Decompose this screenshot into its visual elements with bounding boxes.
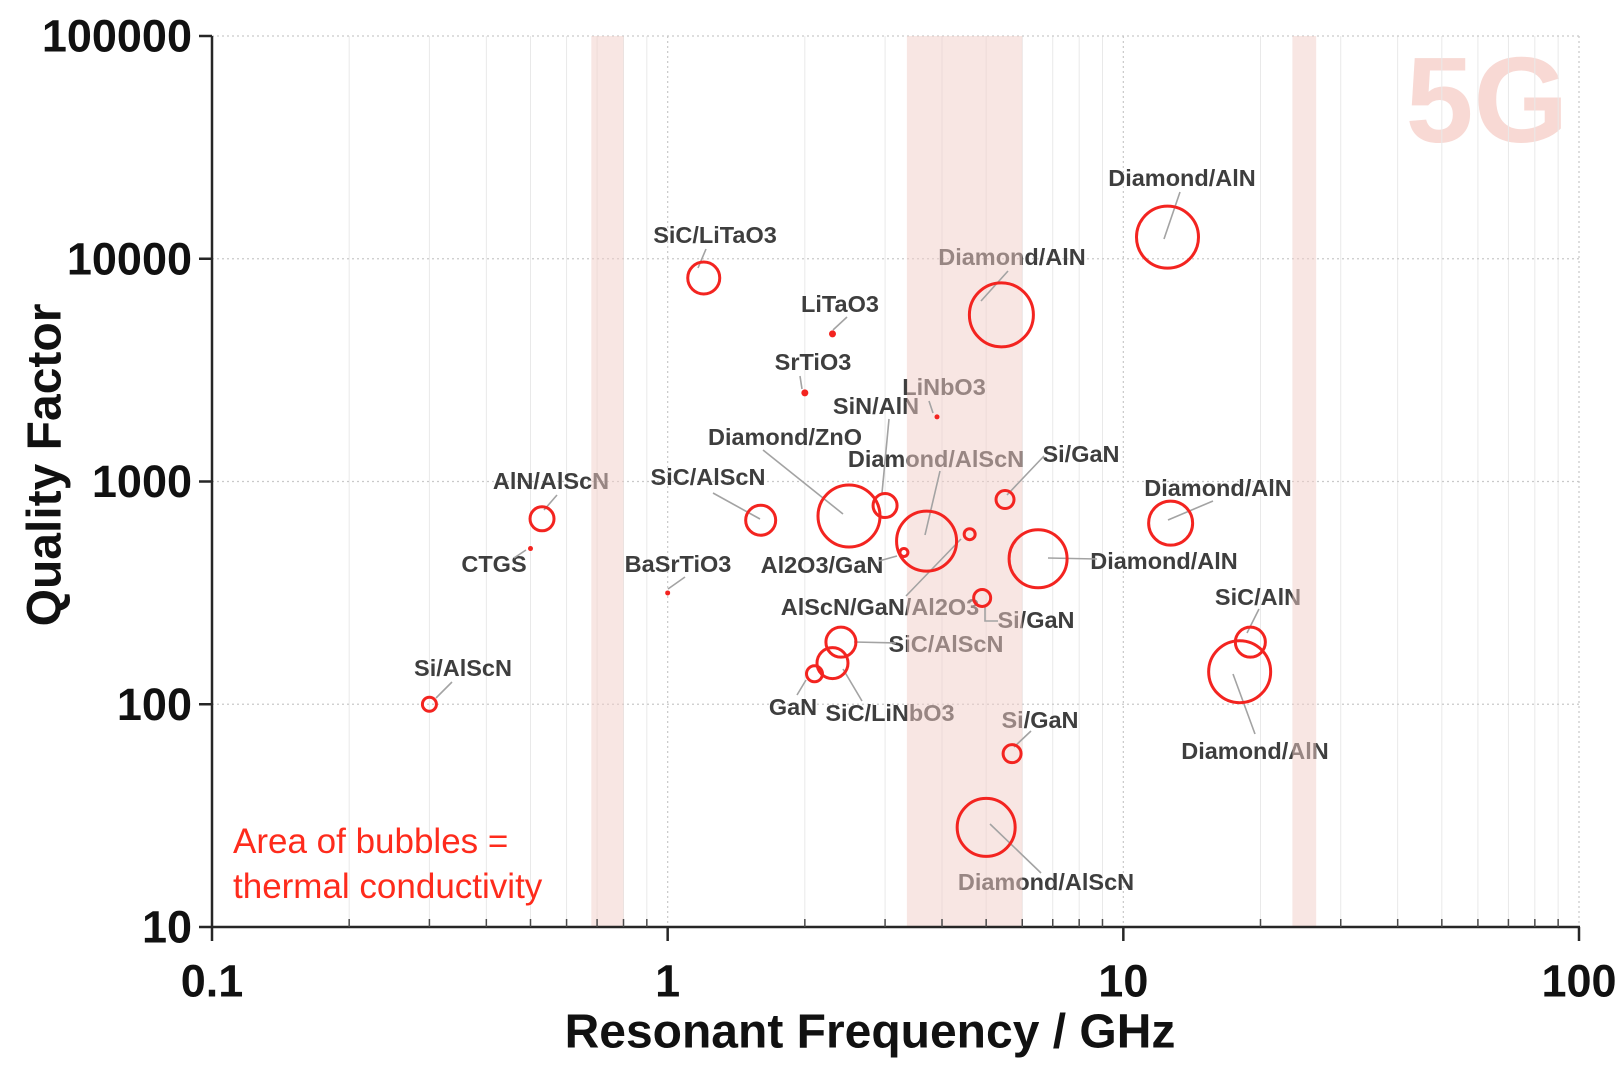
x-tick-label: 10	[1098, 956, 1148, 1007]
bubble-label: Diamond/ZnO	[708, 424, 862, 450]
bands-5g	[591, 36, 1317, 927]
bubble-si-gan	[1001, 743, 1023, 765]
leader-line	[905, 538, 962, 597]
5g-band-sub1ghz	[591, 36, 624, 927]
bubble-label: GaN	[769, 694, 817, 720]
leader-lines	[435, 191, 1260, 874]
leader-line	[1006, 455, 1045, 496]
y-tick-label: 1000	[92, 456, 192, 507]
leader-line	[1246, 608, 1260, 634]
bubble-gan	[804, 664, 824, 684]
bubble-litao3	[828, 330, 836, 338]
bubble-label: Diamond/AlN	[1144, 475, 1292, 501]
bubble-label: Si/GaN	[1042, 441, 1119, 467]
bubble-si-gan	[994, 489, 1016, 511]
grid-major	[212, 35, 1580, 927]
bubble-label: SiC/AlScN	[651, 464, 766, 490]
x-tick-label: 1	[655, 956, 680, 1007]
x-tick-label: 100	[1541, 956, 1616, 1007]
bubble-sic-alscn	[744, 503, 778, 537]
bubble-si-alscn	[420, 695, 438, 713]
leader-line	[435, 681, 453, 699]
5g-band-mmwave	[1292, 36, 1317, 927]
bubble-label: Al2O3/GaN	[761, 552, 884, 578]
bubble-diamond-aln	[1007, 528, 1069, 590]
bubble-diamond-aln	[1147, 499, 1195, 547]
bubble-label: CTGS	[461, 551, 526, 577]
bubbles	[420, 204, 1273, 858]
axes	[199, 34, 1581, 941]
leader-line	[762, 449, 844, 515]
leader-line	[667, 576, 686, 590]
leader-line	[984, 606, 998, 622]
y-tick-label: 100000	[42, 11, 192, 62]
leader-line	[842, 668, 863, 702]
leader-line	[832, 316, 848, 331]
leader-line	[1047, 557, 1098, 560]
bubble-diamond-aln	[1134, 204, 1200, 270]
bubble-sic-litao3	[686, 260, 722, 296]
5g-band-sub6ghz	[906, 36, 1023, 927]
bubble-alscn-gan-al2o3	[962, 527, 977, 542]
bubble-diamond-alscn	[955, 796, 1017, 858]
bubble-sin-aln	[871, 492, 899, 520]
bubble-sic-linbo3	[815, 646, 850, 681]
bubble-ctgs	[527, 546, 533, 552]
leader-line	[697, 248, 707, 269]
y-tick-label: 10	[142, 902, 192, 953]
leader-line	[1167, 500, 1214, 521]
leader-line	[928, 400, 934, 414]
y-axis-title: Quality Factor	[19, 304, 72, 627]
bubble-label: SiN/AlN	[833, 393, 919, 419]
bubble-label: LiTaO3	[801, 291, 879, 317]
bubble-label: Diamond/AlN	[1108, 165, 1256, 191]
leader-line	[980, 270, 1009, 302]
x-tick-label: 0.1	[181, 956, 244, 1007]
bubble-srtio3	[801, 389, 809, 397]
watermark-5g: 5G	[1406, 32, 1569, 168]
bubble-basrtio3	[665, 590, 671, 596]
bubble-diamond-aln	[967, 281, 1035, 349]
leader-line	[796, 679, 807, 696]
tick-labels: 10 100 1000 10000 100000 0.1 1 10 100	[42, 11, 1617, 1007]
bubble-label: SrTiO3	[775, 349, 852, 375]
bubble-sic-alscn	[824, 625, 858, 659]
bubble-diamond-aln	[1207, 639, 1273, 705]
bubble-label: AlN/AlScN	[493, 468, 609, 494]
leader-line	[712, 492, 761, 520]
leader-line	[881, 418, 890, 494]
bubble-aln-alscn	[528, 505, 556, 533]
bubble-al2o3-gan	[898, 547, 910, 559]
size-legend-line1: Area of bubbles =	[233, 822, 508, 861]
bubble-label: Diamond/AlN	[1090, 548, 1238, 574]
bubble-label: SiC/LiTaO3	[653, 222, 777, 248]
size-legend-line2: thermal conductivity	[233, 867, 543, 906]
bubble-label: BaSrTiO3	[625, 551, 732, 577]
bubble-label: Si/AlScN	[414, 655, 512, 681]
x-axis-title: Resonant Frequency / GHz	[565, 1006, 1176, 1059]
bubble-linbo3	[934, 414, 940, 420]
size-legend-note: Area of bubbles = thermal conductivity	[233, 822, 543, 906]
leader-line	[799, 375, 803, 390]
bubble-label: SiC/AlN	[1215, 584, 1301, 610]
leader-line	[513, 549, 527, 559]
bubble-si-gan	[972, 587, 993, 608]
leader-line	[1163, 191, 1181, 240]
y-tick-label: 100	[117, 679, 192, 730]
y-tick-label: 10000	[67, 233, 192, 284]
leader-line	[1232, 673, 1256, 735]
point-labels: Si/AlScN AlN/AlScN CTGS SiC/LiTaO3 LiTaO3 SrT…	[414, 165, 1329, 895]
leader-line	[853, 641, 897, 644]
leader-line	[989, 823, 1042, 874]
bubble-diamond-zno	[816, 483, 882, 549]
leader-line	[924, 470, 941, 536]
leader-line	[878, 555, 898, 562]
bubble-diamond-alscn	[895, 509, 959, 573]
